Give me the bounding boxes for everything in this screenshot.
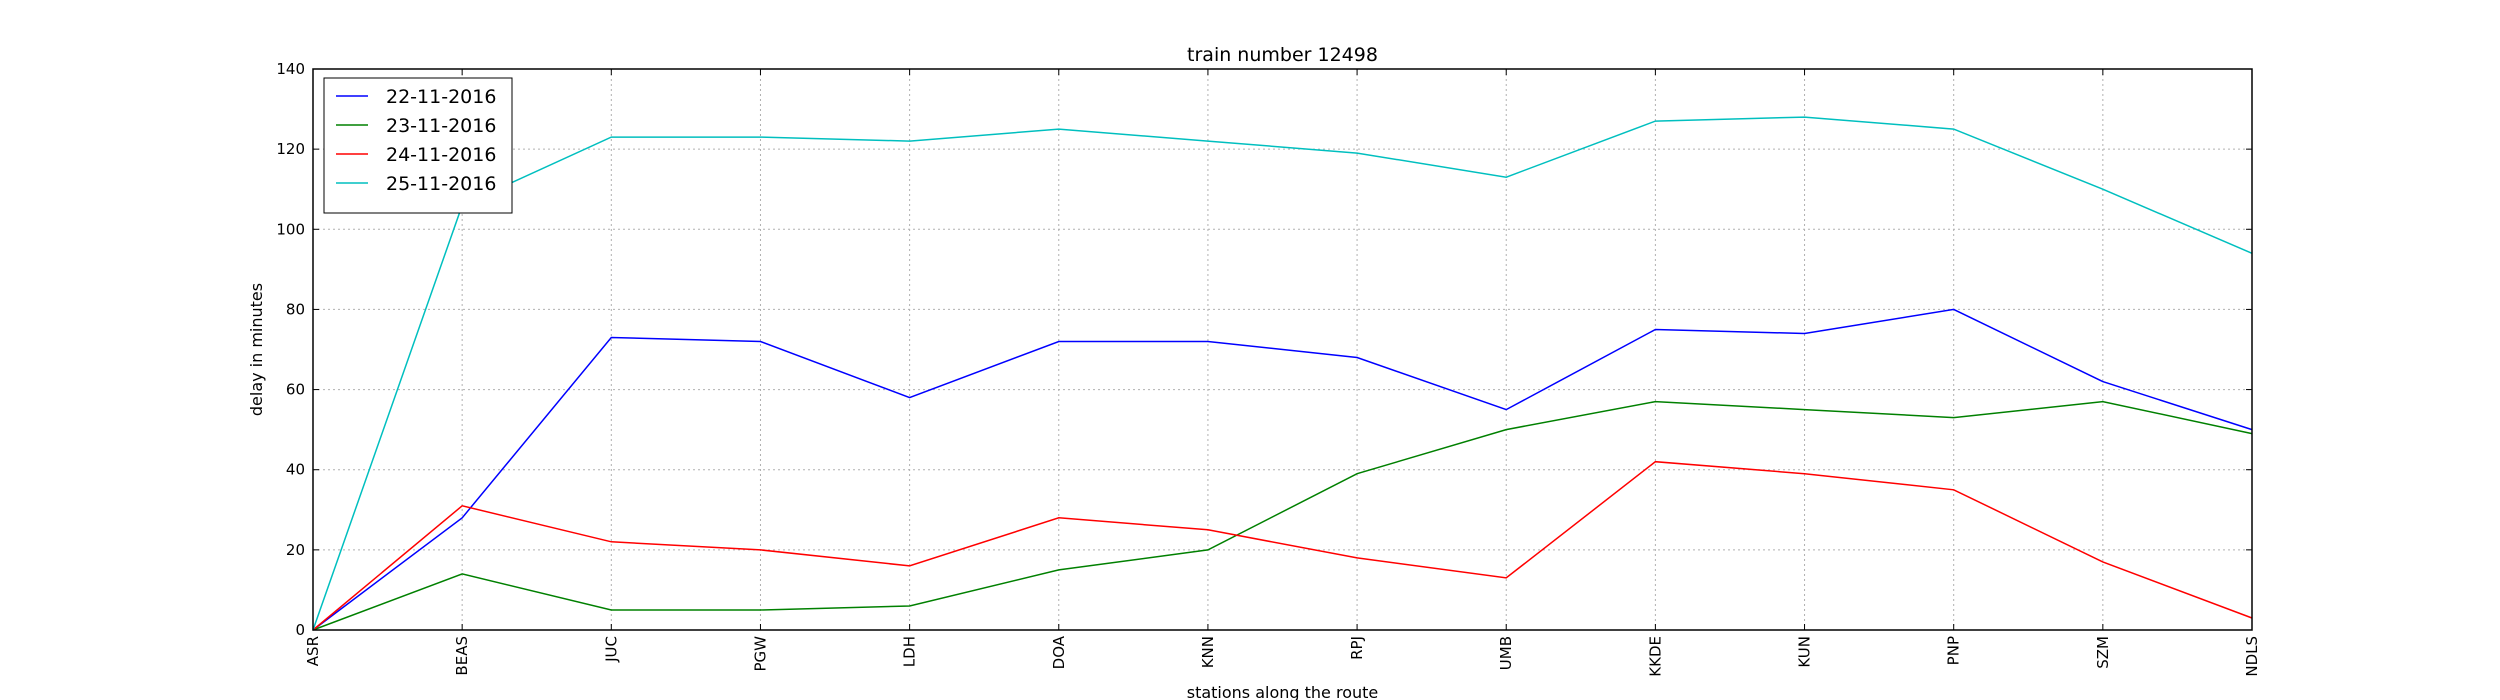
y-tick-label: 40 bbox=[286, 461, 305, 479]
legend-box bbox=[323, 77, 513, 214]
x-tick-label: ASR bbox=[304, 636, 322, 666]
y-axis-label: delay in minutes bbox=[247, 283, 266, 416]
legend: 22-11-2016 23-11-2016 24-11-2016 25-11-2016 bbox=[323, 77, 513, 214]
y-axis-ticks: 0 20 40 60 80 100 120 140 bbox=[276, 60, 2252, 639]
x-tick-label: KNN bbox=[1199, 636, 1217, 668]
x-tick-label: JUC bbox=[602, 636, 620, 663]
series-line bbox=[312, 116, 2253, 631]
series-lines bbox=[312, 116, 2253, 631]
x-tick-label: KKDE bbox=[1646, 636, 1664, 677]
x-tick-label: UMB bbox=[1497, 636, 1515, 670]
x-axis-label: stations along the route bbox=[1187, 683, 1379, 700]
y-tick-label: 60 bbox=[286, 381, 305, 399]
x-tick-label: SZM bbox=[2094, 636, 2112, 669]
y-tick-label: 0 bbox=[295, 621, 305, 639]
x-tick-label: LDH bbox=[901, 636, 919, 667]
x-tick-label: DOA bbox=[1050, 635, 1068, 669]
y-tick-label: 140 bbox=[276, 60, 305, 78]
x-tick-label: PGW bbox=[751, 636, 769, 672]
plot-frame bbox=[312, 68, 2253, 631]
y-tick-label: 80 bbox=[286, 300, 305, 318]
x-tick-label: RPJ bbox=[1348, 636, 1366, 660]
series-line bbox=[312, 460, 2253, 631]
chart-title: train number 12498 bbox=[1187, 44, 1378, 66]
x-axis-ticks: ASR BEAS JUC PGW LDH DOA KNN RPJ UMB KKDE KUN PNP SZ… bbox=[304, 69, 2261, 677]
legend-label: 23-11-2016 bbox=[386, 115, 496, 137]
y-tick-label: 20 bbox=[286, 541, 305, 559]
legend-label: 22-11-2016 bbox=[386, 86, 496, 108]
series-line bbox=[312, 400, 2253, 631]
x-tick-label: KUN bbox=[1796, 636, 1814, 668]
series-line bbox=[312, 308, 2253, 631]
legend-label: 25-11-2016 bbox=[386, 173, 496, 195]
y-tick-label: 100 bbox=[276, 220, 305, 238]
x-tick-label: PNP bbox=[1945, 636, 1963, 665]
y-tick-label: 120 bbox=[276, 140, 305, 158]
legend-label: 24-11-2016 bbox=[386, 144, 496, 166]
x-tick-label: BEAS bbox=[453, 636, 471, 676]
x-tick-label: NDLS bbox=[2243, 636, 2261, 677]
